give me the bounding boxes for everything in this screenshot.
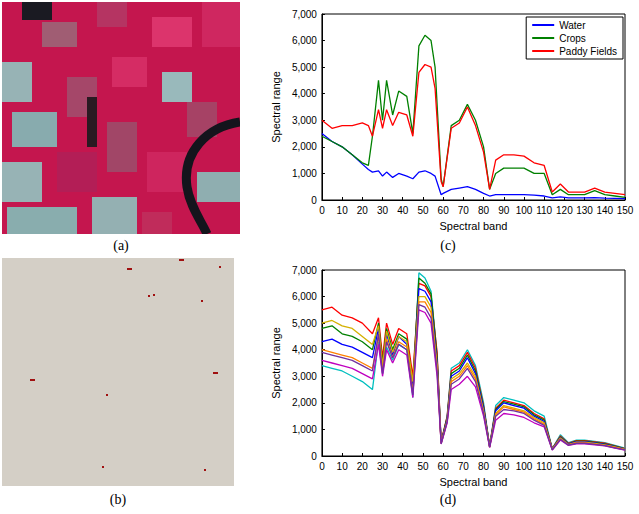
svg-text:3,000: 3,000 xyxy=(292,371,317,382)
svg-text:3,000: 3,000 xyxy=(292,115,317,126)
svg-text:110: 110 xyxy=(536,461,552,472)
svg-text:10: 10 xyxy=(337,205,349,216)
svg-text:30: 30 xyxy=(377,461,389,472)
svg-text:4,000: 4,000 xyxy=(292,344,317,355)
svg-text:70: 70 xyxy=(458,461,470,472)
svg-text:50: 50 xyxy=(417,461,429,472)
svg-text:1,000: 1,000 xyxy=(292,424,317,435)
html-text:(a): (a) xyxy=(113,238,129,253)
svg-text:90: 90 xyxy=(498,205,510,216)
svg-text:5,000: 5,000 xyxy=(292,318,317,329)
svg-text:2,000: 2,000 xyxy=(292,141,317,152)
svg-text:7,000: 7,000 xyxy=(292,265,317,276)
html-text:(c): (c) xyxy=(440,238,456,253)
svg-text:20: 20 xyxy=(357,205,369,216)
svg-text:100: 100 xyxy=(516,205,533,216)
svg-text:10: 10 xyxy=(337,461,349,472)
svg-text:150: 150 xyxy=(617,205,634,216)
svg-text:70: 70 xyxy=(458,205,470,216)
svg-text:130: 130 xyxy=(576,205,593,216)
svg-text:6,000: 6,000 xyxy=(292,35,317,46)
svg-text:4,000: 4,000 xyxy=(292,88,317,99)
svg-text:0: 0 xyxy=(311,195,317,206)
svg-text:40: 40 xyxy=(397,461,409,472)
svg-text:50: 50 xyxy=(417,205,429,216)
svg-text:Spectral band: Spectral band xyxy=(440,476,508,488)
html-text:(d): (d) xyxy=(439,492,457,507)
svg-text:0: 0 xyxy=(319,205,325,216)
svg-text:80: 80 xyxy=(478,205,490,216)
svg-text:100: 100 xyxy=(516,461,533,472)
svg-text:120: 120 xyxy=(556,205,573,216)
svg-text:150: 150 xyxy=(617,461,634,472)
svg-text:6,000: 6,000 xyxy=(292,291,317,302)
svg-text:90: 90 xyxy=(498,461,510,472)
svg-text:Spectral range: Spectral range xyxy=(270,327,282,399)
svg-text:130: 130 xyxy=(576,461,593,472)
svg-text:0: 0 xyxy=(311,451,317,462)
svg-text:1,000: 1,000 xyxy=(292,168,317,179)
svg-text:40: 40 xyxy=(397,205,409,216)
svg-text:Crops: Crops xyxy=(559,33,586,44)
svg-text:Water: Water xyxy=(559,20,586,31)
svg-text:140: 140 xyxy=(596,461,613,472)
svg-text:2,000: 2,000 xyxy=(292,397,317,408)
svg-text:Spectral range: Spectral range xyxy=(270,71,282,143)
svg-text:7,000: 7,000 xyxy=(292,9,317,20)
svg-text:120: 120 xyxy=(556,461,573,472)
svg-text:0: 0 xyxy=(319,461,325,472)
svg-text:Spectral band: Spectral band xyxy=(440,220,508,232)
svg-text:20: 20 xyxy=(357,461,369,472)
svg-text:110: 110 xyxy=(536,205,552,216)
svg-text:60: 60 xyxy=(438,205,450,216)
svg-text:140: 140 xyxy=(596,205,613,216)
svg-text:Paddy Fields: Paddy Fields xyxy=(559,46,617,57)
html-text:(b): (b) xyxy=(109,492,127,507)
svg-text:30: 30 xyxy=(377,205,389,216)
svg-text:80: 80 xyxy=(478,461,490,472)
svg-text:5,000: 5,000 xyxy=(292,62,317,73)
svg-text:60: 60 xyxy=(438,461,450,472)
